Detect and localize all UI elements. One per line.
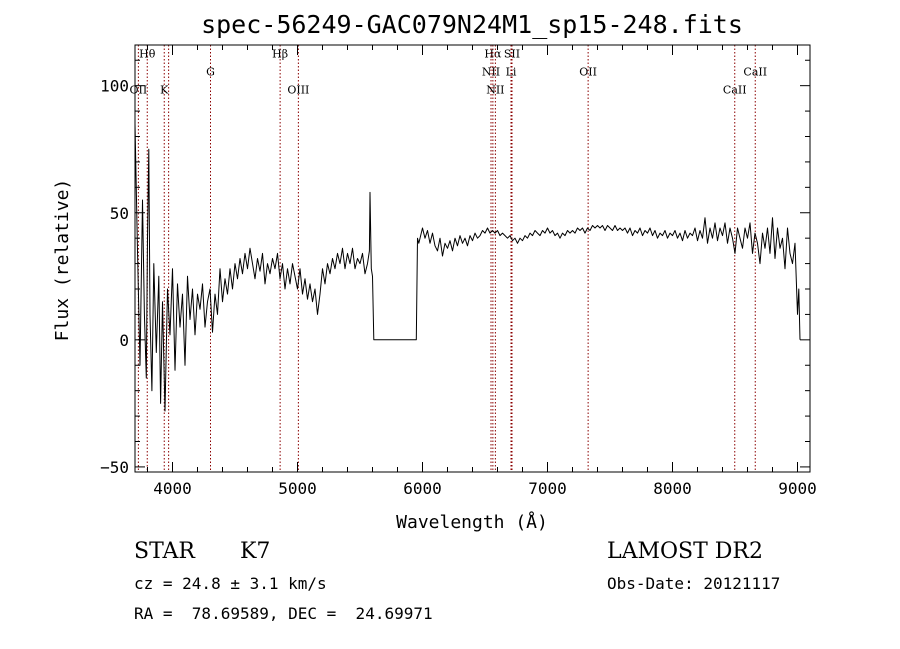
y-axis-label: Flux (relative) (52, 179, 73, 342)
object-subclass: K7 (240, 539, 271, 564)
spectral-line-label: OIII (287, 83, 309, 96)
spectral-line-label: OII (579, 66, 597, 79)
chart-title: spec-56249-GAC079N24M1_sp15-248.fits (201, 10, 743, 39)
x-tick-label: 8000 (653, 479, 692, 498)
y-tick-label: 50 (110, 204, 129, 223)
spectral-line-label: NII (482, 66, 500, 79)
y-tick-label: 0 (119, 331, 129, 350)
ra-dec-coordinates: RA = 78.69589, DEC = 24.69971 (134, 604, 433, 623)
y-tick-label: −50 (100, 458, 129, 477)
survey-name: LAMOST DR2 (607, 539, 763, 564)
spectral-line-label: Li (506, 66, 517, 79)
spectral-line-label: G (206, 66, 215, 79)
spectrum-series-line (134, 123, 801, 412)
observation-date: Obs-Date: 20121117 (607, 574, 781, 593)
spectral-line-label: K (160, 83, 169, 96)
object-class: STAR (134, 539, 195, 564)
y-tick-label: 100 (100, 77, 129, 96)
plot-frame (134, 44, 811, 473)
spectral-line-label: CaII (743, 66, 767, 79)
axes-layer: 4000 5000 6000 7000 8000 9000 −50 0 50 100 (100, 45, 817, 498)
spectral-line-label: OII (130, 83, 148, 96)
x-tick-label: 7000 (528, 479, 567, 498)
x-axis-label: Wavelength (Å) (396, 511, 548, 533)
x-tick-label: 6000 (403, 479, 442, 498)
spectral-line-label: SII (504, 48, 520, 61)
spectral-line-label: CaII (723, 83, 747, 96)
spectral-line-label: Hα (484, 48, 502, 61)
redshift-cz: cz = 24.8 ± 3.1 km/s (134, 574, 327, 593)
spectral-line-label: Hθ (139, 48, 156, 61)
x-tick-label: 5000 (278, 479, 317, 498)
series-layer (134, 123, 801, 412)
spectral-line-label: NII (486, 83, 504, 96)
x-tick-label: 4000 (153, 479, 192, 498)
spectral-line-label: Hβ (272, 48, 288, 61)
x-tick-label: 9000 (778, 479, 817, 498)
